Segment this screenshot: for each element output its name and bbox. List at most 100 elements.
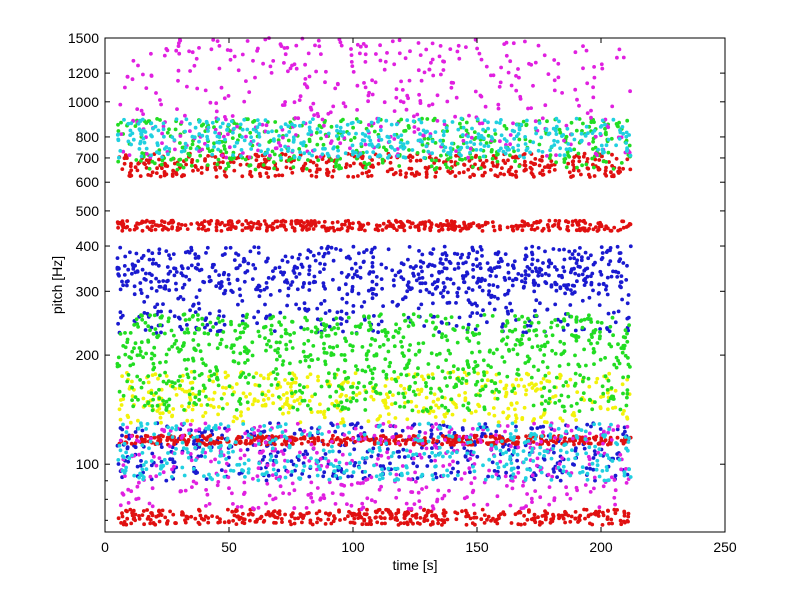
data-point [310,394,314,399]
data-point [240,321,245,326]
data-point [402,386,407,391]
data-point [332,375,337,380]
data-point [464,120,469,125]
data-point [453,402,458,407]
data-point [297,147,302,151]
data-point [315,467,319,472]
data-point [244,394,249,399]
data-point [168,429,173,433]
data-point [246,117,250,122]
data-point [315,167,320,172]
data-point [364,248,369,252]
data-point [278,475,282,479]
data-point [529,167,534,172]
data-point [263,336,267,340]
data-point [197,392,202,396]
data-point [428,522,433,527]
data-point [322,219,327,224]
data-point [191,168,195,173]
data-point [524,330,529,335]
data-point [503,429,507,434]
data-point [490,434,495,439]
data-point [522,163,527,168]
data-point [115,267,120,271]
data-point [343,282,348,287]
data-point [497,390,501,394]
data-point [613,388,618,393]
data-point [404,373,409,378]
data-point [154,391,158,395]
data-point [538,158,542,162]
data-point [282,224,287,229]
data-point [286,138,291,143]
data-point [370,158,374,162]
data-point [376,330,380,335]
data-point [483,434,488,439]
data-point [235,278,240,282]
data-point [615,244,620,249]
data-point [587,172,591,177]
data-point [617,120,621,125]
data-point [235,337,239,341]
data-point [116,122,120,127]
data-point [290,280,295,284]
data-point [471,488,476,493]
data-point [461,427,465,432]
data-point [524,122,529,127]
data-point [405,289,410,294]
data-point [352,447,357,452]
data-point [128,363,133,368]
data-point [417,430,422,434]
data-point [271,401,276,406]
data-point [178,141,182,145]
data-point [386,219,391,224]
data-point [578,265,582,269]
data-point [184,442,189,447]
data-point [510,172,515,177]
data-point [252,315,256,320]
data-point [457,171,462,175]
data-point [332,326,336,330]
data-point [127,250,132,255]
data-point [577,518,582,522]
data-point [561,516,566,521]
data-point [164,360,168,364]
data-point [181,373,185,378]
data-point [268,328,273,332]
data-point [498,256,503,261]
data-point [496,250,501,255]
data-point [330,439,334,444]
data-point [291,405,296,410]
data-point [378,344,382,349]
data-point [211,405,216,410]
data-point [189,263,194,268]
data-point [424,446,429,451]
data-point [335,322,340,327]
data-point [143,437,147,442]
data-point [431,301,435,306]
data-point [199,454,204,458]
data-point [170,384,175,389]
data-point [416,306,421,311]
data-point [533,157,538,161]
data-point [574,338,579,343]
data-point [196,520,201,525]
data-point [530,269,535,274]
data-point [403,128,408,133]
data-point [284,442,288,447]
data-point [473,327,478,332]
data-point [559,319,563,324]
data-point [568,256,573,261]
data-point [158,174,163,179]
data-point [455,460,460,465]
data-point [619,438,624,443]
data-point [360,522,365,527]
data-point [549,283,554,288]
data-point [173,127,178,132]
data-point [140,440,145,444]
data-point [197,373,202,378]
data-point [579,397,584,402]
data-point [578,373,582,377]
data-point [193,516,198,521]
data-point [537,142,542,147]
